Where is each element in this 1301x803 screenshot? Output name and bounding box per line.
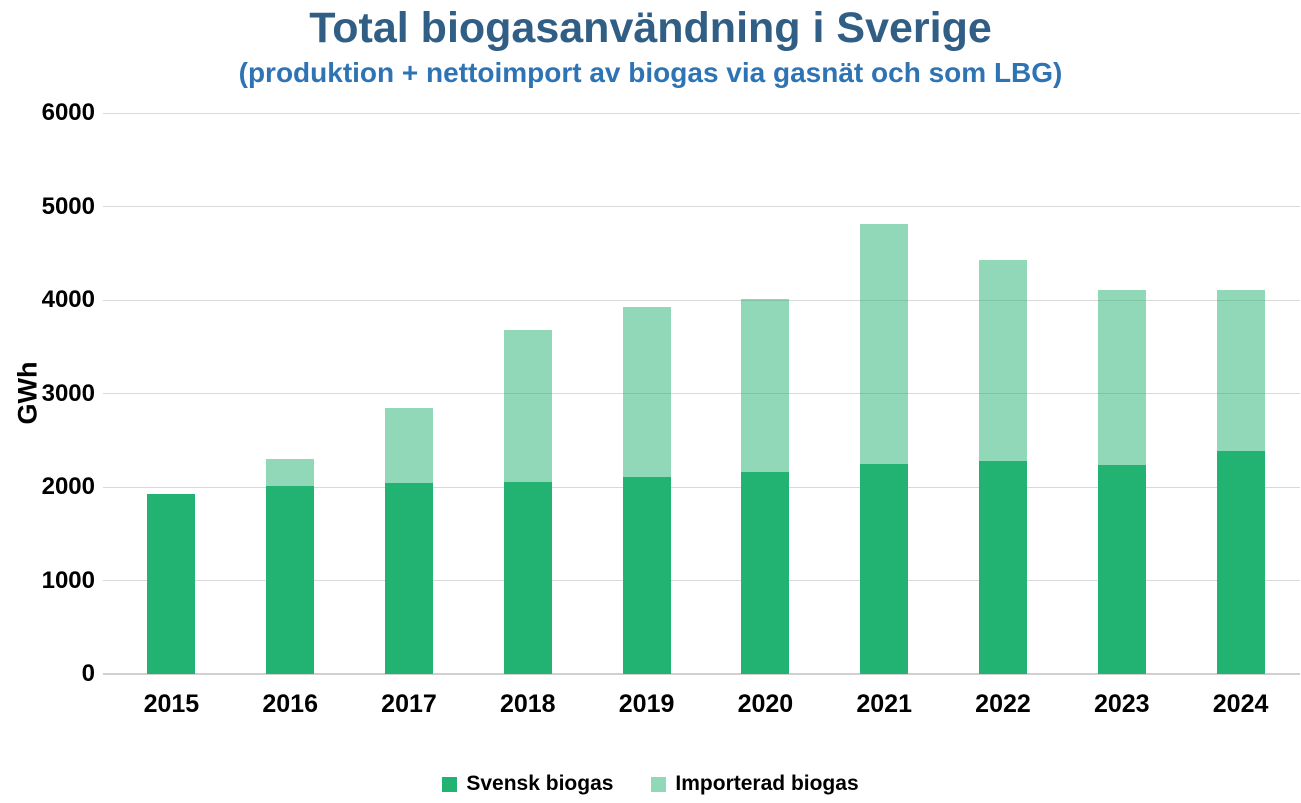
y-tick-label: 4000 (41, 286, 95, 313)
legend-item-importerad-biogas: Importerad biogas (651, 772, 859, 796)
x-tick-label: 2018 (499, 690, 556, 718)
bar-2023-importerad (1097, 289, 1146, 465)
x-tick-label: 2024 (1212, 690, 1269, 718)
bar-2020-svensk (741, 472, 790, 674)
x-tick-label: 2015 (143, 690, 200, 718)
y-tick-label: 5000 (41, 192, 95, 220)
legend-item-svensk-biogas: Svensk biogas (442, 772, 613, 796)
bar-2021-svensk (860, 463, 909, 674)
chart-subtitle: (produktion + nettoimport av biogas via … (238, 57, 1063, 88)
bar-2023-svensk (1097, 464, 1146, 674)
y-axis-ticks: 0 1000 2000 3000 4000 5000 6000 (0, 99, 95, 687)
gridline (103, 486, 1300, 488)
bar-2024-importerad (1216, 289, 1265, 452)
x-axis-line (103, 673, 1300, 675)
bar-2016-svensk (266, 486, 315, 674)
x-tick-label: 2017 (381, 690, 437, 718)
x-axis-labels: 2015 2016 2017 2018 2019 2020 2021 2022 2023 2024 (112, 688, 1300, 720)
gridline (103, 206, 1300, 207)
y-tick-label: 6000 (41, 99, 95, 126)
legend-swatch-importerad-icon (651, 776, 667, 792)
bar-2019-svensk (622, 476, 671, 674)
gridline (103, 112, 1300, 114)
x-tick-label: 2020 (737, 690, 794, 718)
legend: Svensk biogas Importerad biogas (0, 772, 1301, 796)
legend-swatch-svensk-icon (442, 776, 458, 792)
x-tick-label: 2021 (856, 690, 912, 718)
bar-2021-importerad (860, 224, 909, 464)
bar-2022-svensk (979, 460, 1027, 674)
y-tick-label: 0 (81, 660, 95, 687)
x-tick-label: 2023 (1093, 690, 1150, 718)
bar-2019-importerad (622, 306, 671, 477)
y-tick-label: 3000 (41, 379, 95, 407)
y-tick-label: 2000 (41, 473, 95, 500)
plot-area (103, 112, 1300, 675)
chart-title: Total biogasanvändning i Sverige (309, 4, 992, 52)
bar-2020-importerad (741, 299, 790, 473)
y-tick-label: 1000 (41, 566, 95, 594)
x-tick-label: 2016 (262, 690, 318, 718)
bar-2024-svensk (1216, 451, 1265, 674)
bar-2017-svensk (385, 483, 433, 674)
bar-2018-importerad (503, 329, 552, 483)
bar-2018-svensk (503, 482, 552, 674)
x-tick-label: 2022 (975, 690, 1031, 718)
bar-2015-svensk (147, 493, 196, 674)
legend-label-importerad: Importerad biogas (675, 772, 859, 795)
bar-2022-importerad (979, 259, 1027, 461)
gridline (103, 393, 1300, 394)
bar-2017-importerad (385, 408, 433, 484)
bar-2016-importerad (266, 458, 315, 487)
x-tick-label: 2019 (618, 690, 675, 718)
gridline (103, 580, 1300, 581)
gridline (103, 299, 1300, 301)
legend-label-svensk: Svensk biogas (466, 772, 614, 795)
